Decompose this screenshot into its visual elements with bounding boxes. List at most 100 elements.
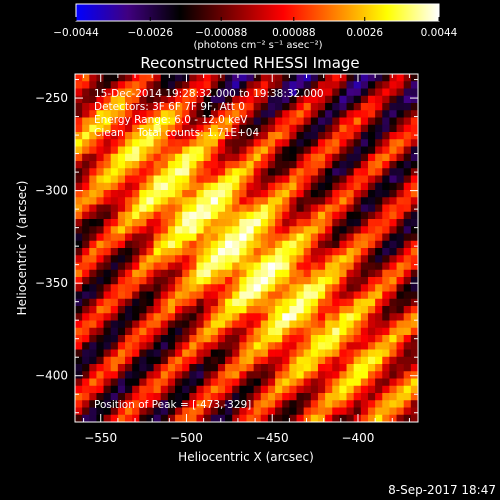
heatmap-cell (110, 371, 119, 379)
heatmap-cell (132, 255, 140, 263)
heatmap-cell (103, 371, 112, 379)
heatmap-cell (360, 378, 369, 387)
heatmap-cell (325, 139, 333, 147)
heatmap-cell (303, 298, 312, 307)
heatmap-cell (117, 103, 126, 111)
heatmap-cell (132, 371, 140, 379)
heatmap-cell (139, 153, 147, 162)
heatmap-cell (246, 393, 254, 401)
heatmap-cell (103, 139, 112, 147)
heatmap-cell (325, 81, 333, 89)
heatmap-cell (375, 306, 383, 314)
heatmap-cell (225, 378, 233, 387)
heatmap-cell (332, 298, 340, 307)
heatmap-cell (217, 211, 226, 220)
heatmap-cell (125, 124, 133, 133)
heatmap-cell (175, 240, 183, 249)
heatmap-cell (160, 371, 169, 379)
heatmap-cell (296, 117, 305, 126)
heatmap-cell (175, 393, 183, 401)
heatmap-cell (282, 190, 290, 198)
heatmap-cell (403, 269, 412, 278)
heatmap-cell (289, 103, 297, 111)
heatmap-cell (310, 190, 319, 198)
heatmap-cell (89, 110, 97, 118)
heatmap-cell (360, 313, 369, 321)
heatmap-cell (339, 204, 347, 213)
heatmap-cell (375, 277, 383, 285)
heatmap-cell (182, 378, 190, 387)
heatmap-cell (403, 240, 412, 249)
heatmap-cell (203, 342, 212, 350)
heatmap-cell (296, 233, 305, 242)
heatmap-cell (303, 110, 312, 118)
heatmap-cell (182, 335, 190, 343)
heatmap-cell (196, 219, 204, 227)
heatmap-cell (175, 313, 183, 321)
heatmap-cell (260, 161, 269, 169)
heatmap-cell (382, 313, 390, 321)
heatmap-cell (117, 110, 126, 118)
heatmap-cell (403, 132, 412, 140)
y-tick-label: −300 (35, 184, 68, 198)
heatmap-cell (139, 139, 147, 147)
heatmap-cell (246, 378, 254, 387)
heatmap-cell (353, 277, 362, 285)
heatmap-cell (232, 132, 240, 140)
heatmap-cell (153, 124, 162, 133)
colorbar-tick-label: 0.0044 (421, 27, 458, 39)
heatmap-cell (246, 175, 254, 184)
heatmap-cell (246, 306, 254, 314)
heatmap-cell (217, 226, 226, 234)
heatmap-cell (367, 284, 376, 292)
heatmap-cell (410, 291, 419, 300)
heatmap-cell (367, 190, 376, 198)
heatmap-cell (360, 371, 369, 379)
heatmap-cell (175, 306, 183, 314)
heatmap-cell (182, 190, 190, 198)
heatmap-cell (139, 407, 147, 416)
heatmap-cell (217, 219, 226, 227)
heatmap-cell (89, 233, 97, 242)
heatmap-cell (132, 342, 140, 350)
heatmap-cell (110, 320, 119, 329)
y-axis: −250−300−350−400 (35, 79, 418, 414)
heatmap-cell (232, 385, 240, 394)
heatmap-cell (382, 226, 390, 234)
heatmap-cell (382, 327, 390, 336)
heatmap-cell (225, 269, 233, 278)
heatmap-cell (210, 400, 219, 408)
heatmap-cell (232, 407, 240, 416)
heatmap-cell (153, 400, 162, 408)
heatmap-cell (282, 95, 290, 104)
heatmap-cell (153, 81, 162, 89)
heatmap-cell (389, 139, 397, 147)
heatmap-cell (182, 175, 190, 184)
heatmap-cell (225, 248, 233, 256)
heatmap-cell (246, 269, 254, 278)
heatmap-cell (175, 95, 183, 104)
heatmap-cell (103, 414, 112, 423)
heatmap-cell (360, 407, 369, 416)
heatmap-cell (189, 255, 197, 263)
heatmap-cell (89, 211, 97, 220)
heatmap-cell (303, 400, 312, 408)
heatmap-cell (325, 204, 333, 213)
heatmap-cell (89, 393, 97, 401)
heatmap-cell (132, 95, 140, 104)
heatmap-cell (203, 95, 212, 104)
heatmap-cell (82, 371, 90, 379)
heatmap-cell (139, 342, 147, 350)
heatmap-cell (217, 153, 226, 162)
heatmap-cell (332, 313, 340, 321)
heatmap-cell (217, 110, 226, 118)
heatmap-cell (75, 74, 83, 82)
heatmap-cell (82, 204, 90, 213)
colorbar-ticks: −0.0044 −0.0026 −0.00088 0.00088 0.0026 0.004… (53, 17, 458, 39)
heatmap-cell (110, 110, 119, 118)
heatmap-cell (339, 407, 347, 416)
heatmap-cell (267, 414, 276, 423)
heatmap-cell (189, 233, 197, 242)
heatmap-cell (125, 117, 133, 126)
